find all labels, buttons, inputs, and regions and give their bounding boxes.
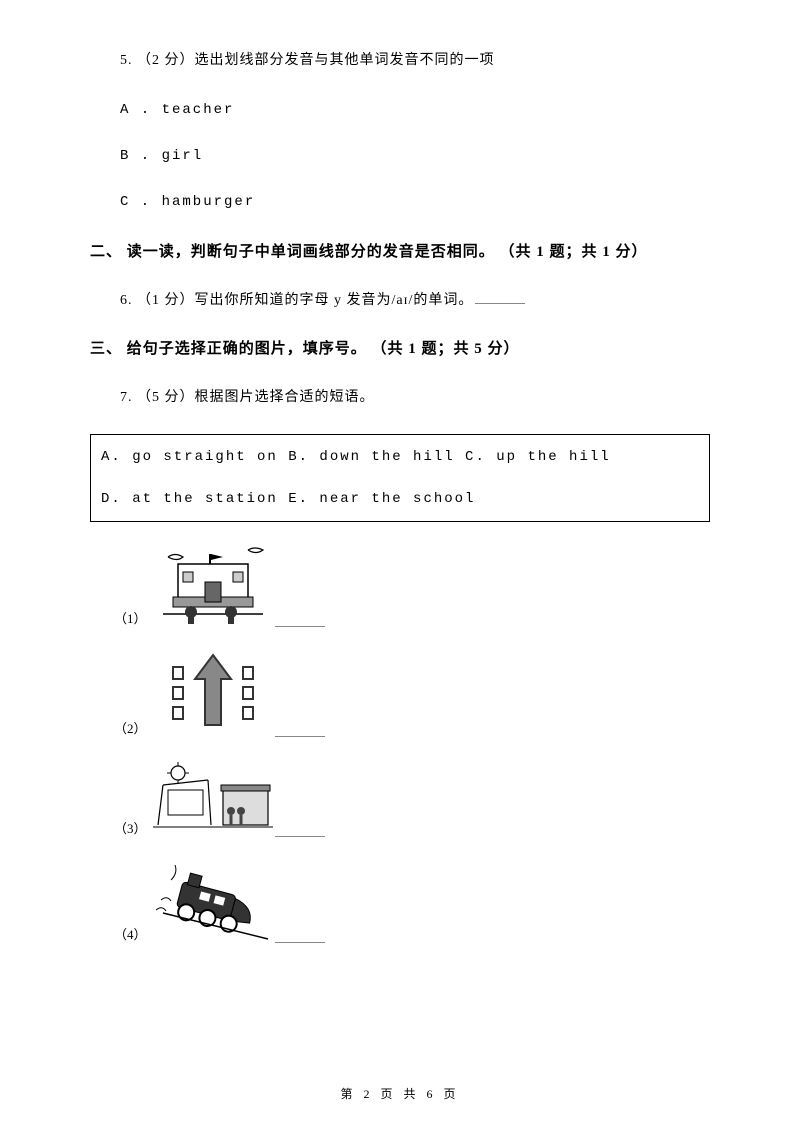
question-7-prompt: 7. （5 分）根据图片选择合适的短语。 [90, 386, 710, 406]
q7-options-box: A. go straight on B. down the hill C. up… [90, 434, 710, 522]
item-3-blank[interactable] [275, 823, 325, 837]
section-3-header: 三、 给句子选择正确的图片，填序号。 （共 1 题；共 5 分） [90, 337, 710, 358]
q5-option-b: B . girl [120, 148, 710, 164]
question-5: 5. （2 分）选出划线部分发音与其他单词发音不同的一项 A . teacher… [90, 50, 710, 210]
q5-prompt: 5. （2 分）选出划线部分发音与其他单词发音不同的一项 [120, 50, 710, 72]
q7-item-4: （4） [90, 855, 710, 943]
item-1-num: （1） [114, 608, 147, 627]
q7-item-1: （1） [90, 542, 710, 627]
item-2-num: （2） [114, 718, 147, 737]
image-train-icon [153, 855, 273, 943]
image-school-icon [153, 542, 273, 627]
question-6: 6. （1 分）写出你所知道的字母 y 发音为/aɪ/的单词。 [90, 289, 710, 309]
q5-option-a: A . teacher [120, 102, 710, 118]
item-4-num: （4） [114, 924, 147, 943]
page-footer: 第 2 页 共 6 页 [0, 1085, 800, 1102]
item-2-blank[interactable] [275, 723, 325, 737]
q7-box-line2: D. at the station E. near the school [101, 491, 699, 507]
q7-box-line1: A. go straight on B. down the hill C. up… [101, 449, 699, 465]
section-2-header: 二、 读一读，判断句子中单词画线部分的发音是否相同。 （共 1 题；共 1 分） [90, 240, 710, 261]
q7-item-2: （2） [90, 645, 710, 737]
item-1-blank[interactable] [275, 613, 325, 627]
item-4-blank[interactable] [275, 929, 325, 943]
q6-blank[interactable] [475, 290, 525, 304]
image-arrow-icon [153, 645, 273, 737]
q7-item-3: （3） [90, 755, 710, 837]
q6-text: 6. （1 分）写出你所知道的字母 y 发音为/aɪ/的单词。 [120, 293, 473, 308]
q5-option-c: C . hamburger [120, 194, 710, 210]
item-3-num: （3） [114, 818, 147, 837]
image-station-icon [153, 755, 273, 837]
